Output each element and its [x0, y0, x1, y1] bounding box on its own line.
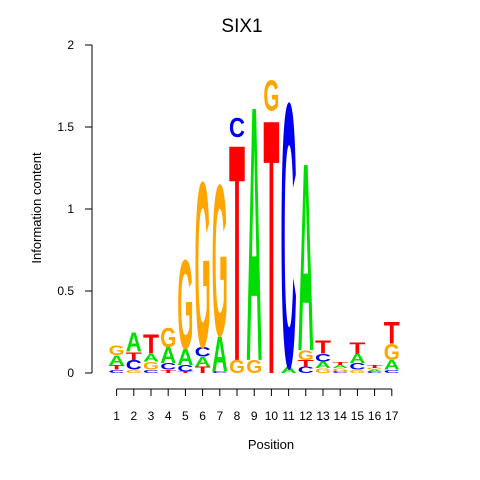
logo-letter-A: A: [212, 327, 228, 383]
y-tick-label: 1: [67, 202, 74, 216]
logo-letter-A: A: [177, 345, 193, 370]
x-tick-label: 8: [234, 409, 241, 423]
x-tick-label: 2: [130, 409, 137, 423]
logo-letter-G: G: [177, 234, 193, 376]
logo-letter-A: A: [281, 365, 297, 375]
logo-letter-T: T: [109, 364, 125, 371]
logo-letter-C: C: [281, 25, 297, 447]
logo-letter-G: G: [367, 368, 383, 370]
x-tick-label: 12: [299, 409, 313, 423]
logo-letter-G: G: [246, 357, 262, 378]
logo-letter-T: T: [349, 339, 365, 357]
logo-letter-A: A: [143, 351, 159, 364]
logo-letter-G: G: [160, 323, 176, 354]
y-tick-label: 1.5: [57, 120, 74, 134]
x-tick-label: 9: [251, 409, 258, 423]
logo-letter-G: G: [349, 369, 365, 374]
logo-letter-C: C: [367, 371, 383, 373]
logo-letter-G: G: [109, 342, 125, 358]
logo-letter-G: G: [195, 133, 211, 398]
logo-letter-C: C: [315, 351, 331, 364]
logo-letter-T: T: [298, 359, 314, 369]
logo-letter-A: A: [160, 343, 176, 368]
logo-letter-T: T: [143, 329, 160, 360]
x-tick-label: 10: [265, 409, 279, 423]
x-axis-label: Position: [248, 437, 294, 452]
logo-letter-A: A: [384, 357, 400, 373]
logo-letter-A: A: [109, 352, 125, 368]
logo-letter-A: A: [332, 364, 349, 369]
x-tick-label: 5: [182, 409, 189, 423]
logo-letter-A: A: [315, 360, 331, 370]
logo-letter-T: T: [315, 337, 331, 357]
logo-letter-C: C: [212, 371, 228, 373]
logo-letter-G: G: [315, 367, 331, 375]
logo-letter-A: A: [246, 30, 262, 438]
logo-letter-A: A: [126, 328, 142, 359]
logo-letter-A: A: [349, 351, 365, 367]
y-tick-label: 0: [67, 366, 74, 380]
logo-letter-A: A: [367, 369, 383, 371]
x-tick-label: 14: [334, 409, 348, 423]
logo-letter-T: T: [126, 350, 143, 362]
logo-letter-G: G: [212, 140, 228, 382]
x-tick-label: 6: [199, 409, 206, 423]
x-tick-label: 4: [165, 409, 172, 423]
logo-letter-G: G: [229, 357, 245, 378]
x-tick-label: 16: [368, 409, 382, 423]
logo-letter-C: C: [109, 369, 126, 374]
logo-letter-T: T: [384, 316, 400, 351]
logo-letter-T: T: [195, 365, 211, 375]
x-axis: 1 2 3 4 5 6 7 8 9 10 11 12 13 14 15 16 17: [113, 388, 399, 423]
logo-letter-G: G: [263, 72, 279, 121]
logo-letter-T: T: [160, 369, 177, 374]
logo-letter-C: C: [143, 369, 160, 374]
logo-letter-G: G: [126, 369, 142, 374]
logo-letter-T: T: [177, 371, 194, 374]
logo-letter-A: A: [195, 354, 211, 370]
logo-letter-A: A: [298, 108, 314, 408]
logo-letter-C: C: [349, 362, 365, 372]
logo-letter-G: G: [332, 368, 348, 373]
logo-letter-G: G: [298, 347, 314, 363]
y-tick-label: 0.5: [57, 284, 74, 298]
y-tick-label: 2: [67, 38, 74, 52]
x-tick-label: 15: [351, 409, 365, 423]
logo-letter-T: T: [332, 361, 349, 366]
x-tick-label: 13: [316, 409, 330, 423]
logo-letter-T: T: [263, 43, 279, 451]
logo-letter-T: T: [229, 79, 245, 426]
x-tick-label: 7: [216, 409, 223, 423]
logo-letter-C: C: [160, 362, 176, 372]
x-tick-label: 3: [148, 409, 155, 423]
y-axis-label: Information content: [29, 152, 44, 264]
x-tick-label: 11: [282, 409, 295, 423]
logo-letter-T: T: [367, 364, 384, 369]
logo-letter-C: C: [126, 357, 142, 373]
x-tick-label: 1: [113, 409, 120, 423]
logo-letter-C: C: [229, 113, 245, 144]
logo-letter-C: C: [384, 369, 401, 374]
logo-letter-G: G: [384, 339, 400, 365]
chart-title: SIX1: [221, 16, 262, 37]
logo-letter-C: C: [298, 365, 314, 375]
y-axis: 0 0.5 1 1.5 2: [57, 38, 93, 380]
logo-letter-C: C: [332, 371, 348, 373]
logo-letter-C: C: [195, 344, 211, 360]
logo-letter-G: G: [143, 359, 159, 372]
logo-letter-C: C: [177, 363, 193, 373]
x-tick-label: 17: [385, 409, 399, 423]
